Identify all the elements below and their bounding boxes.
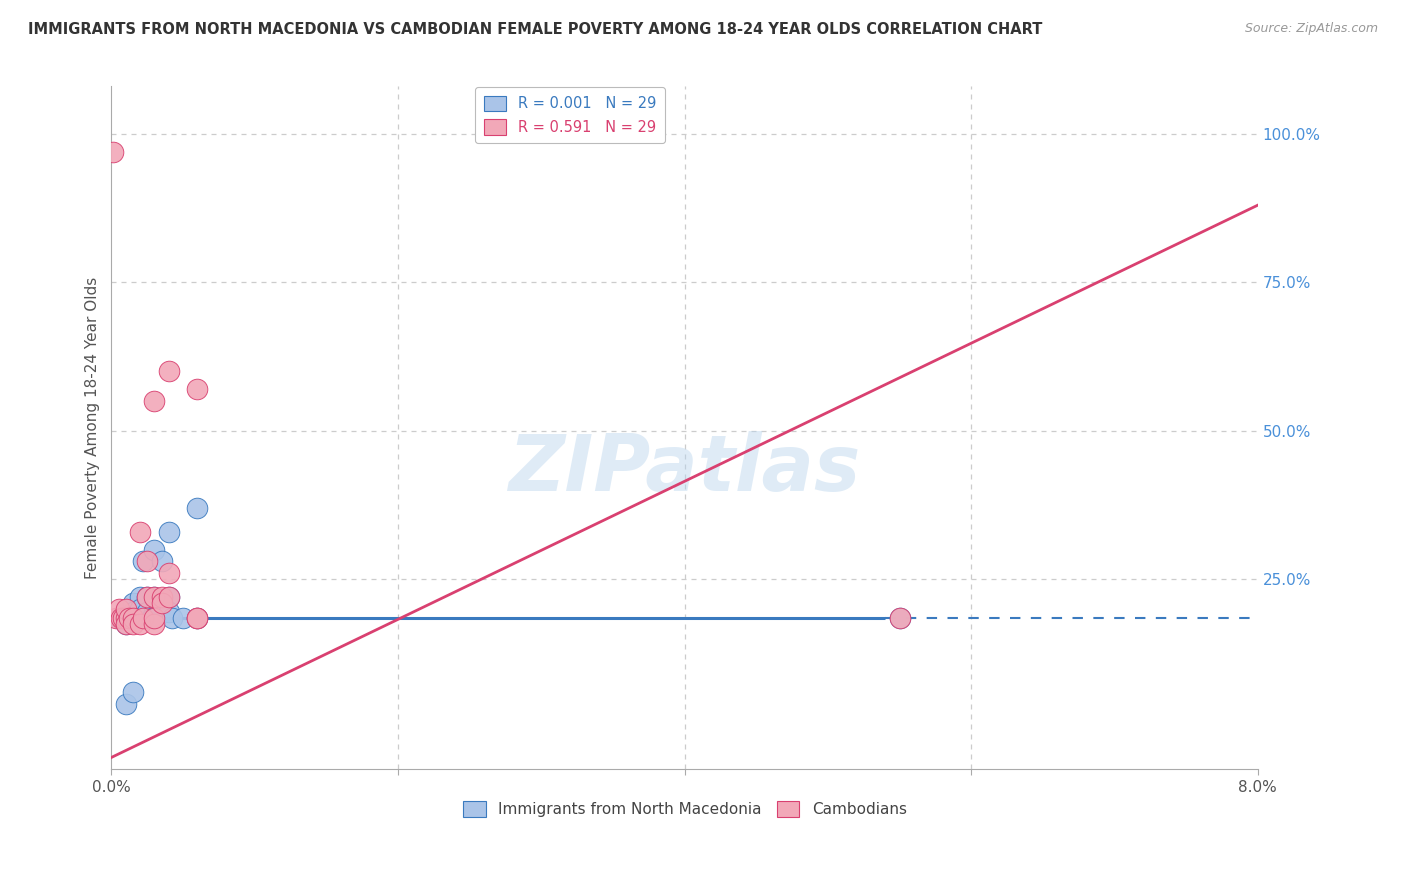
Point (122, 605, 145, 619)
Point (122, 611, 145, 625)
Point (150, 554, 173, 568)
Text: Source: ZipAtlas.com: Source: ZipAtlas.com (1244, 22, 1378, 36)
Point (157, 590, 180, 604)
Legend: Immigrants from North Macedonia, Cambodians: Immigrants from North Macedonia, Cambodi… (457, 795, 912, 823)
Point (114, 611, 136, 625)
Point (186, 611, 208, 625)
Point (136, 554, 159, 568)
Point (114, 616, 136, 631)
Point (157, 590, 180, 604)
Point (186, 611, 208, 625)
Point (110, 611, 132, 625)
Point (157, 605, 180, 619)
Point (141, 611, 163, 625)
Point (136, 590, 159, 604)
Point (160, 611, 183, 625)
Point (157, 566, 180, 581)
Point (111, 611, 134, 625)
Point (122, 616, 145, 631)
Point (114, 602, 136, 616)
Point (143, 611, 166, 625)
Point (150, 590, 173, 604)
Point (186, 501, 208, 516)
Point (104, 611, 127, 625)
Point (129, 616, 152, 631)
Point (186, 382, 208, 396)
Point (143, 590, 166, 604)
Point (889, 611, 911, 625)
Point (111, 611, 134, 625)
Point (114, 697, 136, 711)
Point (107, 602, 129, 616)
Point (186, 611, 208, 625)
Point (129, 602, 152, 616)
Point (127, 611, 149, 625)
Point (129, 524, 152, 539)
Point (101, 145, 124, 159)
Point (889, 611, 911, 625)
Point (136, 590, 159, 604)
Y-axis label: Female Poverty Among 18-24 Year Olds: Female Poverty Among 18-24 Year Olds (86, 277, 100, 579)
Point (122, 596, 145, 610)
Point (157, 524, 180, 539)
Point (143, 394, 166, 409)
Point (150, 596, 173, 610)
Point (143, 605, 166, 619)
Point (122, 685, 145, 699)
Point (143, 542, 166, 557)
Text: IMMIGRANTS FROM NORTH MACEDONIA VS CAMBODIAN FEMALE POVERTY AMONG 18-24 YEAR OLD: IMMIGRANTS FROM NORTH MACEDONIA VS CAMBO… (28, 22, 1042, 37)
Point (136, 605, 159, 619)
Point (172, 611, 194, 625)
Point (157, 364, 180, 378)
Point (114, 602, 136, 616)
Point (129, 611, 152, 625)
Point (107, 611, 129, 625)
Point (117, 611, 139, 625)
Point (143, 590, 166, 604)
Point (129, 590, 152, 604)
Point (150, 596, 173, 610)
Point (114, 616, 136, 631)
Point (143, 616, 166, 631)
Text: ZIPatlas: ZIPatlas (509, 431, 860, 507)
Point (132, 554, 155, 568)
Point (132, 611, 155, 625)
